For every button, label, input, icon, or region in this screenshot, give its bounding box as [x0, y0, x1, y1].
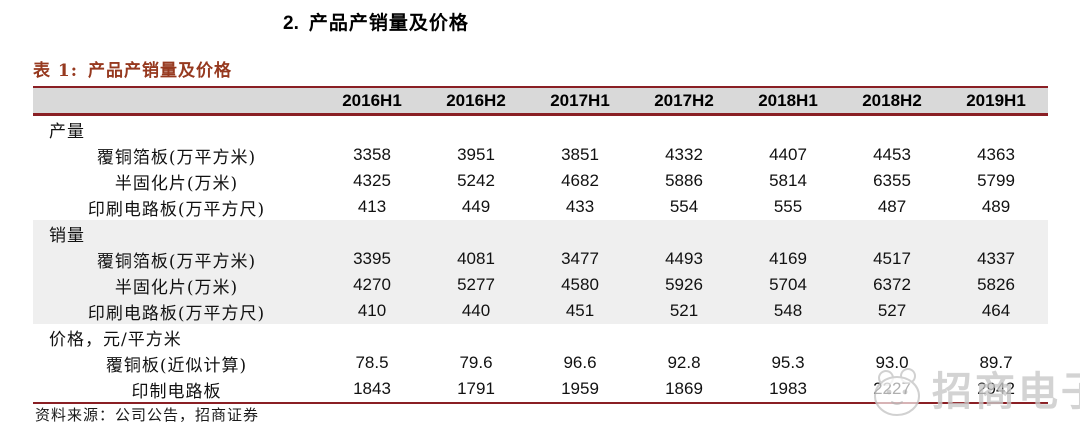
value-cell: 3477 — [528, 246, 632, 272]
table-container: 表 1: 产品产销量及价格 2016H1 2016H2 2017H1 2017H2… — [33, 60, 1048, 404]
section-label-row: 价格，元/平方米 — [33, 324, 1048, 350]
table-row: 印刷电路板(万平方尺) 410 440 451 521 548 527 464 — [33, 298, 1048, 324]
table-caption-text: 产品产销量及价格 — [88, 61, 233, 81]
value-cell: 6355 — [873, 171, 911, 190]
value-cell: 548 — [736, 298, 840, 324]
value-cell: 92.8 — [667, 353, 701, 372]
column-header: 2018H1 — [736, 87, 840, 116]
value-cell: 4332 — [665, 145, 703, 164]
row-label: 印刷电路板(万平方尺) — [33, 298, 320, 324]
table-row: 半固化片(万米) 4325 5242 4682 5886 5814 6355 5… — [33, 168, 1048, 194]
value-cell: 1959 — [561, 379, 599, 398]
value-cell: 5826 — [944, 272, 1048, 298]
value-cell: 1791 — [457, 379, 495, 398]
value-cell: 5814 — [769, 171, 807, 190]
value-cell: 4337 — [944, 246, 1048, 272]
value-cell: 89.7 — [979, 353, 1013, 372]
table-caption-label: 表 1: — [33, 61, 79, 81]
value-cell: 1869 — [665, 379, 703, 398]
section-label: 产量 — [49, 121, 85, 142]
section-label: 销量 — [33, 220, 320, 246]
corner-header-cell — [33, 87, 320, 116]
row-label: 覆铜箔板(万平方米) — [33, 246, 320, 272]
value-cell: 4682 — [561, 171, 599, 190]
value-cell: 555 — [773, 197, 803, 216]
value-cell: 1843 — [353, 379, 391, 398]
row-label: 印刷电路板(万平方尺) — [87, 199, 266, 220]
row-label: 覆铜箔板(万平方米) — [96, 147, 257, 168]
value-cell: 5799 — [977, 171, 1015, 190]
column-header: 2019H1 — [944, 87, 1048, 116]
section-label-row: 销量 — [33, 220, 1048, 246]
value-cell: 5277 — [424, 272, 528, 298]
page-title-number: 2. — [283, 13, 299, 34]
section-label: 价格，元/平方米 — [49, 329, 182, 350]
value-cell: 93.0 — [875, 353, 909, 372]
value-cell: 2942 — [977, 379, 1015, 398]
value-cell: 5926 — [632, 272, 736, 298]
value-cell: 451 — [528, 298, 632, 324]
value-cell: 4517 — [840, 246, 944, 272]
column-header: 2016H2 — [424, 87, 528, 116]
value-cell: 3358 — [353, 145, 391, 164]
value-cell: 521 — [632, 298, 736, 324]
value-cell: 4493 — [632, 246, 736, 272]
value-cell: 527 — [840, 298, 944, 324]
value-cell: 3395 — [320, 246, 424, 272]
column-header: 2016H1 — [320, 87, 424, 116]
table-caption: 表 1: 产品产销量及价格 — [33, 60, 1048, 82]
page-title: 2. 产品产销量及价格 — [283, 8, 469, 35]
value-cell: 4081 — [424, 246, 528, 272]
value-cell: 4580 — [528, 272, 632, 298]
value-cell: 3851 — [561, 145, 599, 164]
value-cell: 3951 — [457, 145, 495, 164]
table-row: 印制电路板 1843 1791 1959 1869 1983 2227 2942 — [33, 376, 1048, 403]
value-cell: 5886 — [665, 171, 703, 190]
table-row: 半固化片(万米) 4270 5277 4580 5926 5704 6372 5… — [33, 272, 1048, 298]
value-cell: 96.6 — [563, 353, 597, 372]
value-cell: 433 — [565, 197, 595, 216]
page-title-text: 产品产销量及价格 — [308, 12, 469, 34]
value-cell: 95.3 — [771, 353, 805, 372]
table-row: 印刷电路板(万平方尺) 413 449 433 554 555 487 489 — [33, 194, 1048, 220]
value-cell: 6372 — [840, 272, 944, 298]
value-cell: 464 — [944, 298, 1048, 324]
value-cell: 4453 — [873, 145, 911, 164]
value-cell: 489 — [981, 197, 1011, 216]
value-cell: 79.6 — [459, 353, 493, 372]
row-label: 印制电路板 — [131, 381, 222, 402]
value-cell: 4407 — [769, 145, 807, 164]
value-cell: 487 — [877, 197, 907, 216]
value-cell: 410 — [320, 298, 424, 324]
value-cell: 5704 — [736, 272, 840, 298]
value-cell: 440 — [424, 298, 528, 324]
table-row: 覆铜箔板(万平方米) 3395 4081 3477 4493 4169 4517… — [33, 246, 1048, 272]
value-cell: 2227 — [873, 379, 911, 398]
value-cell: 449 — [461, 197, 491, 216]
value-cell: 1983 — [769, 379, 807, 398]
section-label-row: 产量 — [33, 115, 1048, 143]
column-header: 2018H2 — [840, 87, 944, 116]
value-cell: 554 — [669, 197, 699, 216]
value-cell: 413 — [357, 197, 387, 216]
row-label: 覆铜板(近似计算) — [105, 355, 248, 376]
column-header: 2017H1 — [528, 87, 632, 116]
value-cell: 4169 — [736, 246, 840, 272]
value-cell: 4270 — [320, 272, 424, 298]
row-label: 半固化片(万米) — [33, 272, 320, 298]
row-label: 半固化片(万米) — [114, 173, 239, 194]
column-header: 2017H2 — [632, 87, 736, 116]
table-header-row: 2016H1 2016H2 2017H1 2017H2 2018H1 2018H… — [33, 87, 1048, 116]
table-row: 覆铜箔板(万平方米) 3358 3951 3851 4332 4407 4453… — [33, 142, 1048, 168]
source-note: 资料来源：公司公告，招商证券 — [35, 406, 260, 424]
value-cell: 4363 — [977, 145, 1015, 164]
value-cell: 4325 — [353, 171, 391, 190]
table-row: 覆铜板(近似计算) 78.5 79.6 96.6 92.8 95.3 93.0 … — [33, 350, 1048, 376]
data-table: 2016H1 2016H2 2017H1 2017H2 2018H1 2018H… — [33, 86, 1048, 404]
value-cell: 78.5 — [355, 353, 389, 372]
value-cell: 5242 — [457, 171, 495, 190]
